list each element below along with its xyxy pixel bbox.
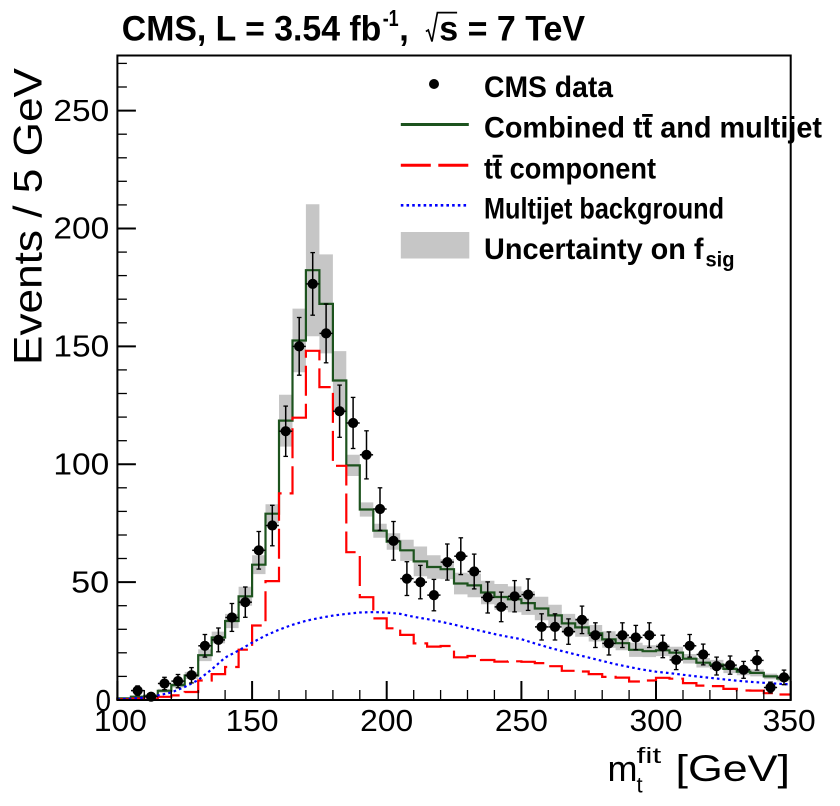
svg-text:150: 150 [226, 704, 279, 738]
svg-text:350: 350 [763, 704, 816, 738]
svg-text:Multijet background: Multijet background [484, 192, 724, 225]
svg-text:m: m [608, 748, 638, 789]
svg-text:200: 200 [360, 704, 413, 738]
svg-text:fit: fit [637, 743, 662, 768]
svg-text:[GeV]: [GeV] [676, 748, 791, 789]
svg-text:t: t [637, 773, 643, 798]
svg-text:,: , [399, 9, 409, 48]
svg-text:sig: sig [706, 249, 735, 272]
svg-text:100: 100 [53, 447, 109, 481]
svg-text:CMS data: CMS data [484, 71, 613, 104]
svg-text:50: 50 [71, 565, 109, 599]
svg-text:300: 300 [630, 704, 683, 738]
svg-text:100: 100 [94, 704, 147, 738]
svg-text:250: 250 [53, 94, 109, 128]
svg-text:tt component: tt component [484, 152, 656, 185]
svg-text:Uncertainty on f: Uncertainty on f [484, 233, 704, 266]
svg-text:200: 200 [53, 212, 109, 246]
svg-text:Combined tt and multijet: Combined tt and multijet [484, 112, 822, 145]
svg-text:0: 0 [96, 684, 112, 718]
svg-text:150: 150 [53, 330, 109, 364]
svg-text:Events / 5 GeV: Events / 5 GeV [7, 68, 51, 365]
svg-text:250: 250 [495, 704, 548, 738]
svg-text:CMS, L = 3.54 fb: CMS, L = 3.54 fb [122, 9, 382, 48]
svg-text:s = 7 TeV: s = 7 TeV [439, 9, 585, 48]
svg-text:-1: -1 [383, 5, 399, 31]
